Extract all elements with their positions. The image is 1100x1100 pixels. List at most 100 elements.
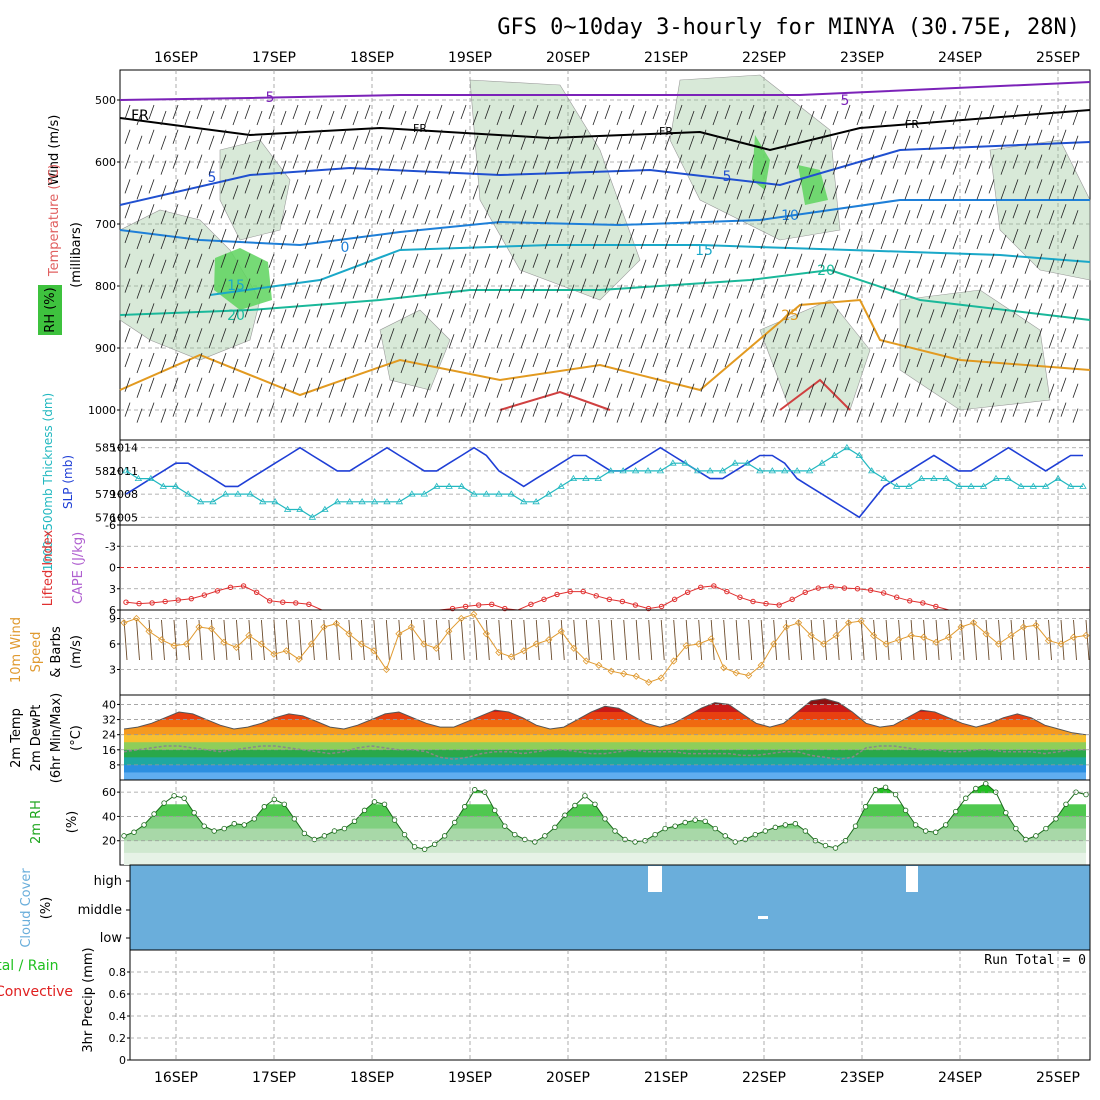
wind-barb (1048, 309, 1055, 324)
wind-barb (935, 619, 940, 661)
wind-barb (460, 129, 467, 144)
wind-barb (160, 135, 167, 150)
y-tick-label: 0 (119, 1054, 126, 1067)
rh-point (983, 780, 989, 787)
wind-barb (328, 284, 335, 299)
wind-barb (904, 284, 911, 299)
thickness-point (706, 467, 714, 474)
wind-barb (892, 179, 899, 194)
lifted-index-point (880, 590, 887, 596)
wind-barb (976, 135, 983, 150)
wind-barb (724, 154, 731, 169)
rh-high-fill (752, 135, 770, 190)
wind-barb (604, 377, 611, 392)
wind-barb (328, 259, 335, 274)
wind-barb (160, 358, 167, 374)
thickness-point (768, 467, 777, 474)
lifted-index-point (149, 600, 155, 606)
wind-barb (1036, 179, 1043, 194)
thickness-point (370, 498, 379, 505)
wind-barb (760, 284, 767, 299)
wind-barb (652, 253, 659, 268)
y-tick-label: 3 (109, 583, 116, 596)
wind-barb (544, 234, 551, 250)
temp-band (124, 727, 1086, 736)
lifted-index-point (449, 605, 456, 612)
wind-barb (928, 284, 935, 299)
wind-barb (1060, 253, 1067, 268)
chart-title: GFS 0~10day 3-hourly for MINYA (30.75E, … (497, 15, 1080, 40)
wind-barb (688, 210, 695, 225)
wind-barb (496, 408, 503, 423)
wind-barb (1000, 259, 1007, 274)
wind-barb (508, 402, 515, 417)
lifted-index-point (802, 589, 808, 595)
wind-barb (460, 154, 467, 169)
wind-barb (580, 253, 587, 268)
wind-barb (1048, 160, 1055, 175)
thickness-point (321, 505, 329, 512)
wind-barb (424, 408, 431, 423)
wind-barb (688, 185, 695, 200)
wind-barb (1024, 110, 1031, 126)
wind-barb (304, 160, 311, 175)
wind-barb (628, 328, 635, 343)
wind-barb (976, 160, 983, 175)
wind-barb (772, 377, 779, 392)
wind-barb (928, 185, 935, 200)
wind-barb (688, 408, 695, 423)
temp-band (124, 757, 1086, 766)
wind-barb (244, 104, 251, 120)
wind-barb (892, 278, 899, 293)
wind-barb (136, 309, 143, 324)
wind-barb (592, 284, 599, 299)
wind-barb (940, 179, 947, 194)
isotherm-line (119, 298, 1091, 397)
wind-barb (544, 259, 551, 274)
wind-barb (424, 284, 431, 299)
wind-barb (220, 278, 227, 293)
wind-barb (628, 154, 635, 169)
wind-barb (292, 204, 299, 219)
wind-barb (235, 619, 240, 661)
isotherm-label: 15 (227, 278, 245, 294)
wind-barb (208, 185, 215, 200)
wind-speed-point (532, 640, 540, 648)
wind-barb (232, 408, 239, 423)
wind-barb (952, 234, 959, 250)
wind-barb (173, 619, 178, 661)
wind-barb (820, 402, 827, 417)
thickness-point (793, 467, 801, 474)
wind-barb (880, 185, 887, 200)
wind-barb (700, 228, 707, 244)
wind-barb (160, 383, 167, 398)
wind-barb (448, 619, 453, 661)
wind-barb (196, 278, 203, 293)
wind-barb (568, 210, 575, 225)
wind-barb (460, 377, 467, 392)
wind-barb (508, 154, 515, 169)
axis-label-c: (°C) (69, 725, 84, 751)
wind-barb (568, 185, 575, 200)
wind-barb (304, 234, 311, 250)
wind-barb (724, 402, 731, 417)
rh-point (161, 800, 167, 806)
wind-barb (940, 278, 947, 293)
wind-barb (160, 185, 167, 200)
wind-barb (940, 228, 947, 244)
wind-barb (724, 228, 731, 244)
wind-barb (592, 309, 599, 324)
wind-barb (856, 234, 863, 250)
lifted-index-point (933, 603, 939, 610)
wind-barb (880, 284, 887, 299)
wind-barb (172, 228, 179, 244)
wind-barb (400, 408, 407, 423)
wind-barb (508, 328, 515, 343)
top-date-label: 19SEP (448, 50, 492, 66)
rh-point (261, 804, 267, 810)
rh-point (922, 828, 929, 834)
wind-barb (832, 284, 839, 299)
wind-barb (880, 259, 887, 274)
bottom-date-label: 20SEP (546, 1070, 590, 1086)
axis-label-ms: (m/s) (69, 635, 84, 669)
